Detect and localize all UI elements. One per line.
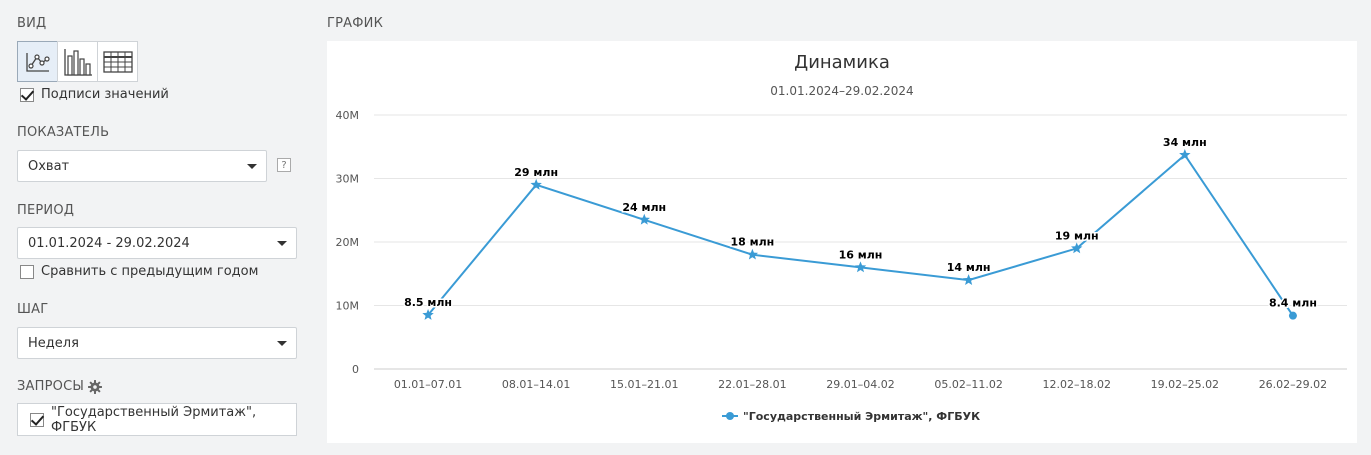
data-point — [638, 213, 650, 225]
chart-title: Динамика — [794, 52, 890, 73]
checkbox-checked-icon[interactable] — [30, 412, 44, 427]
data-label: 16 млн — [839, 248, 883, 261]
legend-label: "Государственный Эрмитаж", ФГБУК — [743, 410, 980, 423]
x-tick-label: 19.02–25.02 — [1151, 378, 1219, 391]
step-select-value: Неделя — [28, 335, 79, 351]
x-tick-label: 22.01–28.01 — [718, 378, 786, 391]
data-label: 8.4 млн — [1269, 297, 1317, 310]
metric-select-value: Охват — [28, 158, 70, 174]
period-select-value: 01.01.2024 - 29.02.2024 — [28, 235, 190, 251]
query-item-label: "Государственный Эрмитаж", ФГБУК — [51, 404, 257, 435]
metric-label: ПОКАЗАТЕЛЬ — [17, 125, 110, 140]
view-switcher — [17, 41, 138, 82]
queries-label: ЗАПРОСЫ — [17, 379, 85, 394]
x-tick-label: 29.01–04.02 — [826, 378, 894, 391]
bar-chart-icon — [63, 48, 92, 76]
y-tick-label: 30M — [336, 173, 360, 186]
chevron-down-icon — [277, 241, 287, 246]
data-point — [1288, 311, 1297, 320]
x-tick-label: 15.01–21.01 — [610, 378, 678, 391]
series-line — [427, 153, 1294, 317]
x-tick-label: 08.01–14.01 — [502, 378, 570, 391]
compare-checkbox[interactable]: Сравнить с предыдущим годом — [20, 264, 258, 279]
data-point — [530, 178, 542, 190]
data-point — [422, 309, 434, 320]
x-tick-label: 26.02–29.02 — [1259, 378, 1327, 391]
data-point — [1071, 242, 1083, 254]
table-icon — [102, 50, 133, 73]
queries-header: ЗАПРОСЫ — [17, 379, 103, 394]
data-label: 14 млн — [947, 261, 991, 274]
x-tick-label: 01.01–07.01 — [394, 378, 462, 391]
chevron-down-icon — [277, 341, 287, 346]
data-label: 29 млн — [514, 166, 558, 179]
data-point — [962, 274, 975, 285]
data-label: 34 млн — [1163, 136, 1207, 149]
gear-icon[interactable] — [88, 379, 103, 394]
chart-panel: Динамика 01.01.2024–29.02.2024 0 10M 20M 30… — [327, 41, 1357, 443]
data-label: 24 млн — [622, 201, 666, 214]
data-point — [854, 261, 867, 273]
value-labels-checkbox[interactable]: Подписи значений — [20, 87, 169, 102]
chart-subtitle: 01.01.2024–29.02.2024 — [770, 84, 914, 98]
metric-select[interactable]: Охват — [17, 150, 267, 182]
checkbox-unchecked-icon[interactable] — [20, 264, 34, 279]
period-label: ПЕРИОД — [17, 203, 75, 218]
data-label: 19 млн — [1055, 229, 1099, 242]
period-select[interactable]: 01.01.2024 - 29.02.2024 — [17, 227, 297, 259]
help-icon[interactable]: ? — [277, 158, 291, 172]
checkbox-checked-icon[interactable] — [20, 87, 34, 102]
view-label: ВИД — [17, 16, 47, 31]
query-item[interactable]: "Государственный Эрмитаж", ФГБУК — [17, 403, 297, 436]
line-chart-icon — [25, 52, 50, 72]
y-tick-label: 0 — [352, 363, 359, 376]
chart-header: ГРАФИК — [327, 16, 384, 31]
y-tick-label: 10M — [336, 300, 360, 313]
x-tick-label: 12.02–18.02 — [1042, 378, 1110, 391]
chevron-down-icon — [247, 164, 257, 169]
compare-checkbox-label: Сравнить с предыдущим годом — [41, 264, 259, 279]
table-view-button[interactable] — [97, 41, 138, 82]
data-label: 8.5 млн — [404, 296, 452, 309]
value-labels-checkbox-label: Подписи значений — [41, 87, 169, 102]
y-tick-label: 20M — [336, 236, 360, 249]
bar-chart-view-button[interactable] — [57, 41, 98, 82]
data-point — [746, 248, 759, 260]
y-tick-label: 40M — [336, 109, 360, 122]
line-chart-view-button[interactable] — [17, 41, 58, 82]
data-point — [1179, 149, 1191, 160]
step-label: ШАГ — [17, 302, 49, 317]
line-chart: 0 10M 20M 30M 40M 01.01–07.01 08.01–14.01 15.01… — [336, 109, 1347, 423]
data-label: 18 млн — [730, 236, 774, 249]
x-tick-label: 05.02–11.02 — [934, 378, 1002, 391]
step-select[interactable]: Неделя — [17, 327, 297, 359]
legend-marker — [726, 412, 734, 420]
